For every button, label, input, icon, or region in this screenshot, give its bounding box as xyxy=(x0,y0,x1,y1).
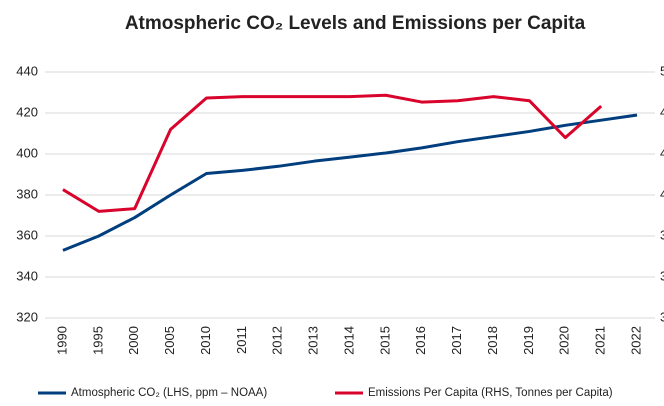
x-tick-label: 2022 xyxy=(628,326,643,355)
y2-tick-label: 5.0 xyxy=(660,63,664,78)
x-tick-label: 2017 xyxy=(449,326,464,355)
x-tick-label: 2016 xyxy=(413,326,428,355)
y2-tick-label: 4.7 xyxy=(660,104,664,119)
line-series xyxy=(62,113,638,252)
y2-tick-label: 3.2 xyxy=(660,309,664,324)
line-series xyxy=(62,93,603,213)
x-tick-label: 1990 xyxy=(54,326,69,355)
x-tick-label: 2015 xyxy=(377,326,392,355)
x-tick-label: 2019 xyxy=(521,326,536,355)
y-tick-label: 360 xyxy=(16,227,38,242)
legend-label: Atmospheric CO₂ (LHS, ppm – NOAA) xyxy=(71,387,267,399)
y2-tick-label: 4.1 xyxy=(660,186,664,201)
x-tick-label: 2000 xyxy=(126,326,141,355)
x-tick-label: 1995 xyxy=(90,326,105,355)
x-tick-label: 2011 xyxy=(234,326,249,354)
y-tick-label: 380 xyxy=(16,186,38,201)
chart-title: Atmospheric CO₂ Levels and Emissions per… xyxy=(125,13,586,34)
x-tick-label: 2018 xyxy=(485,326,500,355)
y-tick-label: 420 xyxy=(16,104,38,119)
x-tick-label: 2014 xyxy=(341,326,356,355)
x-tick-label: 2010 xyxy=(198,326,213,355)
x-tick-label: 2005 xyxy=(162,326,177,355)
y-tick-label: 340 xyxy=(16,268,38,283)
y-tick-label: 320 xyxy=(16,309,38,324)
x-tick-label: 2012 xyxy=(270,326,285,355)
y2-tick-label: 4.4 xyxy=(660,145,664,160)
x-tick-label: 2021 xyxy=(593,326,608,355)
x-tick-label: 2020 xyxy=(557,326,572,355)
x-tick-label: 2013 xyxy=(306,326,321,355)
y-tick-label: 400 xyxy=(16,145,38,160)
y2-tick-label: 3.5 xyxy=(660,268,664,283)
y2-tick-label: 3.8 xyxy=(660,227,664,242)
y-tick-label: 440 xyxy=(16,63,38,78)
legend-label: Emissions Per Capita (RHS, Tonnes per Ca… xyxy=(368,387,613,399)
